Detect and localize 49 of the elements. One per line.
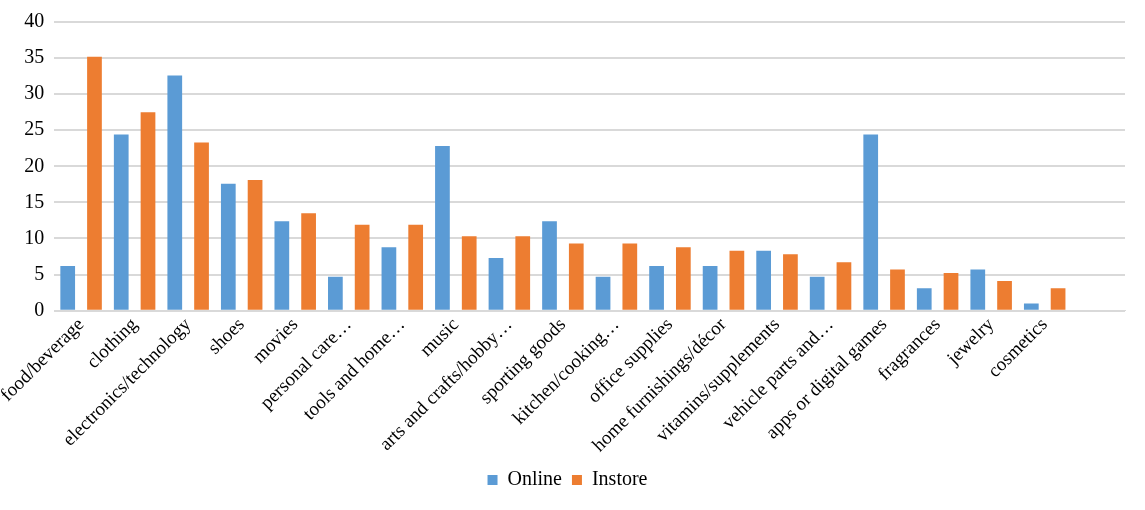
bar: [381, 247, 397, 310]
bar: [622, 243, 638, 310]
bar: [488, 257, 504, 310]
bar: [568, 243, 584, 310]
bar: [113, 134, 129, 310]
bar: [354, 224, 370, 310]
bar: [1023, 303, 1039, 310]
bar: [916, 288, 932, 310]
bar: [140, 112, 156, 310]
bar: [970, 269, 986, 310]
y-tick-label: 15: [24, 189, 45, 212]
bar: [328, 276, 343, 310]
y-tick-label: 30: [24, 81, 45, 104]
bar: [702, 265, 718, 310]
y-tick-label: 20: [24, 153, 45, 176]
bar: [783, 254, 798, 310]
y-tick-label: 25: [24, 117, 45, 140]
bar: [595, 276, 611, 310]
bar: [943, 273, 959, 310]
bar: [87, 56, 102, 310]
y-tick-label: 10: [24, 225, 45, 248]
bar: [756, 250, 772, 310]
y-tick-label: 40: [24, 9, 45, 32]
bar: [1050, 288, 1066, 310]
bar: [890, 269, 905, 310]
bar: [274, 221, 290, 310]
y-tick-label: 5: [34, 261, 45, 284]
bar: [301, 213, 316, 310]
bar: [435, 146, 450, 310]
bar: [729, 250, 745, 310]
bar: [863, 134, 879, 310]
bar: [649, 265, 664, 310]
bar: [836, 262, 852, 310]
bar: [408, 224, 424, 310]
bar: [997, 281, 1012, 310]
bar: [60, 265, 76, 310]
bar: [194, 142, 209, 310]
bar: [542, 221, 557, 310]
bar: [515, 236, 531, 310]
legend-label: Instore: [591, 467, 648, 490]
bar: [675, 247, 691, 310]
bar: [220, 183, 236, 310]
legend-label: Online: [507, 467, 563, 490]
bar: [247, 180, 263, 310]
bar: [809, 276, 825, 310]
y-tick-label: 35: [24, 45, 45, 68]
y-tick-label: 0: [34, 297, 45, 320]
bar: [461, 236, 477, 310]
bar: [167, 75, 183, 310]
